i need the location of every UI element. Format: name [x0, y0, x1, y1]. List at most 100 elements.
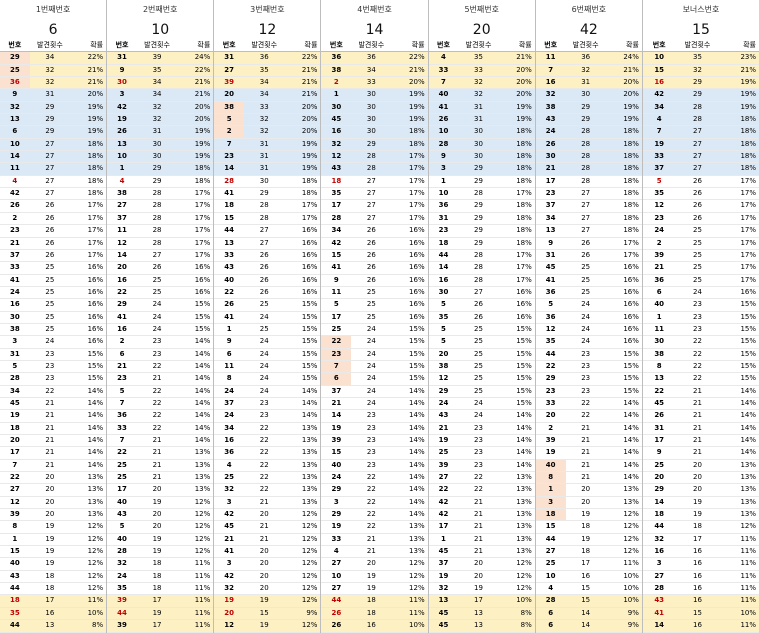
count-cell: 25 [152, 275, 162, 284]
count-cell: 18 [152, 559, 162, 568]
probability-cell: 12% [516, 571, 532, 580]
probability-cell: 20% [301, 102, 318, 111]
probability-cell: 17% [409, 213, 425, 222]
table-row: 3 24 16% [0, 336, 107, 349]
table-row: 32 29 18% [321, 138, 428, 152]
probability-cell: 12% [194, 510, 211, 519]
table-row: 19 21 14% [535, 447, 642, 460]
block-big-number: 20 [472, 22, 491, 38]
table-row: 27 16 11% [642, 571, 759, 584]
number-cell: 12 [224, 621, 235, 630]
probability-cell: 17% [740, 275, 756, 284]
probability-cell: 11% [194, 571, 211, 580]
probability-cell: 12% [194, 534, 211, 543]
probability-cell: 13% [301, 460, 318, 469]
number-cell: 40 [331, 460, 342, 469]
column-header: 확률 [197, 41, 211, 49]
table-row: 10 27 18% [0, 138, 107, 152]
table-row: 32 29 19% [0, 101, 107, 115]
probability-cell: 19% [740, 102, 756, 111]
number-cell: 43 [117, 510, 127, 519]
probability-cell: 17% [194, 213, 211, 222]
number-cell: 2 [656, 238, 662, 247]
count-cell: 29 [474, 176, 483, 185]
number-cell: 25 [224, 473, 235, 482]
table-row: 20 15 9% [214, 607, 321, 621]
table-row: 25 21 13% [107, 460, 214, 473]
number-cell: 17 [545, 176, 556, 185]
block-big-number: 42 [579, 22, 598, 38]
number-cell: 2 [119, 337, 125, 346]
number-cell: 42 [224, 510, 235, 519]
table-row: 43 26 16% [214, 262, 321, 275]
probability-cell: 17% [301, 201, 318, 210]
count-cell: 29 [693, 78, 702, 87]
probability-cell: 17% [740, 263, 756, 272]
probability-cell: 14% [409, 473, 425, 482]
probability-cell: 18% [516, 226, 532, 235]
probability-cell: 17% [409, 176, 425, 185]
number-cell: 10 [545, 571, 556, 580]
count-cell: 14 [581, 621, 591, 630]
count-cell: 21 [152, 448, 162, 457]
probability-cell: 14% [194, 386, 211, 395]
table-row: 28 19 12% [107, 546, 214, 559]
table-row: 31 29 18% [428, 213, 535, 226]
probability-cell: 13% [516, 510, 532, 519]
number-cell: 10 [438, 189, 449, 198]
probability-cell: 11% [740, 571, 756, 580]
number-cell: 32 [438, 584, 449, 593]
probability-cell: 20% [194, 102, 211, 111]
count-cell: 30 [474, 152, 483, 161]
count-cell: 22 [366, 473, 376, 482]
probability-cell: 12% [301, 621, 318, 630]
number-cell: 31 [117, 53, 127, 62]
table-row: 42 20 12% [214, 571, 321, 584]
table-row: 22 24 15% [321, 336, 428, 349]
count-cell: 28 [581, 127, 591, 136]
probability-cell: 15% [194, 324, 211, 333]
number-cell: 13 [9, 115, 20, 124]
table-row: 31 21 14% [642, 423, 759, 435]
table-row: 30 28 18% [535, 151, 642, 164]
number-cell: 12 [9, 497, 20, 506]
probability-cell: 22% [301, 53, 318, 62]
table-row: 32 22 13% [214, 484, 321, 497]
table-row: 38 33 20% [214, 101, 321, 115]
count-cell: 34 [259, 90, 269, 99]
number-cell: 23 [9, 226, 20, 235]
count-cell: 13 [474, 621, 483, 630]
table-row: 6 29 19% [0, 126, 107, 139]
probability-cell: 20% [194, 115, 211, 124]
probability-cell: 14% [409, 448, 425, 457]
table-row: 39 21 14% [535, 435, 642, 448]
probability-cell: 14% [516, 411, 532, 420]
count-cell: 18 [45, 571, 55, 580]
table-row: 35 27 17% [321, 188, 428, 201]
table-row: 19 23 14% [428, 435, 535, 448]
number-cell: 4 [119, 176, 125, 185]
count-cell: 16 [693, 571, 702, 580]
count-cell: 23 [581, 361, 591, 370]
count-cell: 21 [693, 411, 702, 420]
block-2: 3번째번호 12 번호 발견횟수 확률 31 36 22% 27 35 21% 39 34 21% 20 34… [214, 0, 322, 633]
number-cell: 11 [117, 226, 127, 235]
table-row: 26 25 15% [214, 299, 321, 312]
table-row: 14 31 19% [214, 163, 321, 176]
table-row: 41 26 16% [321, 262, 428, 275]
count-cell: 29 [366, 139, 376, 148]
count-cell: 32 [693, 65, 702, 74]
probability-cell: 19% [409, 90, 425, 99]
table-row: 28 30 18% [214, 176, 321, 189]
number-cell: 21 [9, 238, 20, 247]
number-cell: 18 [224, 201, 235, 210]
number-cell: 44 [545, 534, 556, 543]
table-row: 36 36 22% [321, 52, 428, 65]
table-row: 5 20 12% [107, 521, 214, 534]
table-row: 41 20 12% [214, 546, 321, 559]
count-cell: 21 [152, 473, 162, 482]
count-cell: 13 [474, 608, 483, 617]
table-row: 7 32 21% [535, 64, 642, 78]
table-row: 11 27 18% [0, 163, 107, 176]
table-row: 5 32 20% [214, 114, 321, 127]
